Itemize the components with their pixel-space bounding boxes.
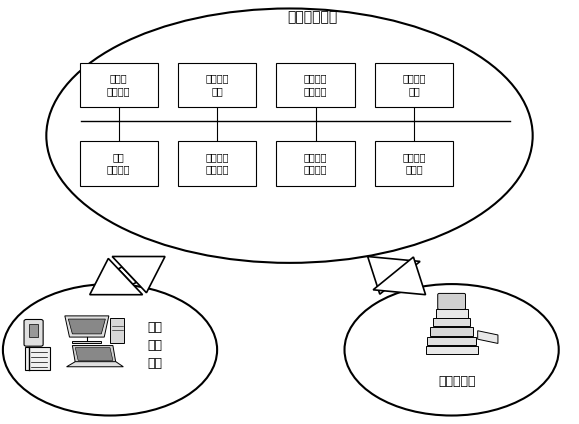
FancyBboxPatch shape [29,324,38,337]
Polygon shape [373,257,426,295]
Polygon shape [75,348,113,360]
FancyBboxPatch shape [277,62,354,107]
Polygon shape [385,266,408,285]
FancyBboxPatch shape [427,337,476,345]
FancyBboxPatch shape [110,318,124,343]
Text: 安全
管理模块: 安全 管理模块 [107,152,130,174]
Polygon shape [478,331,498,343]
FancyBboxPatch shape [25,347,50,370]
Polygon shape [112,257,165,293]
FancyBboxPatch shape [178,62,256,107]
FancyBboxPatch shape [430,327,473,336]
Text: 各种文档
应用模块: 各种文档 应用模块 [206,152,229,174]
Polygon shape [118,267,137,284]
Text: 打印历史
追溯模块: 打印历史 追溯模块 [304,152,327,174]
Polygon shape [65,316,109,337]
Text: 云打印服务器: 云打印服务器 [288,11,338,25]
Text: 智能
用户
终端: 智能 用户 终端 [148,321,163,370]
Text: 打印请求
处理模块: 打印请求 处理模块 [304,74,327,96]
Polygon shape [67,362,123,367]
FancyBboxPatch shape [375,141,453,186]
FancyBboxPatch shape [426,346,478,354]
FancyBboxPatch shape [277,141,354,186]
FancyBboxPatch shape [79,141,157,186]
FancyBboxPatch shape [24,320,43,346]
FancyBboxPatch shape [433,318,470,326]
Text: 打印日志
数据库: 打印日志 数据库 [402,152,426,174]
Polygon shape [68,319,105,334]
Polygon shape [72,346,116,363]
Polygon shape [368,257,420,294]
FancyBboxPatch shape [438,293,466,310]
Text: 打印代理
模块: 打印代理 模块 [402,74,426,96]
Text: 打印机
管理模块: 打印机 管理模块 [107,74,130,96]
FancyBboxPatch shape [375,62,453,107]
FancyBboxPatch shape [436,309,468,318]
Text: 打印机终端: 打印机终端 [439,375,476,388]
FancyBboxPatch shape [79,62,157,107]
FancyBboxPatch shape [72,341,101,343]
Polygon shape [90,259,142,295]
FancyBboxPatch shape [178,141,256,186]
Text: 用户管理
模块: 用户管理 模块 [206,74,229,96]
